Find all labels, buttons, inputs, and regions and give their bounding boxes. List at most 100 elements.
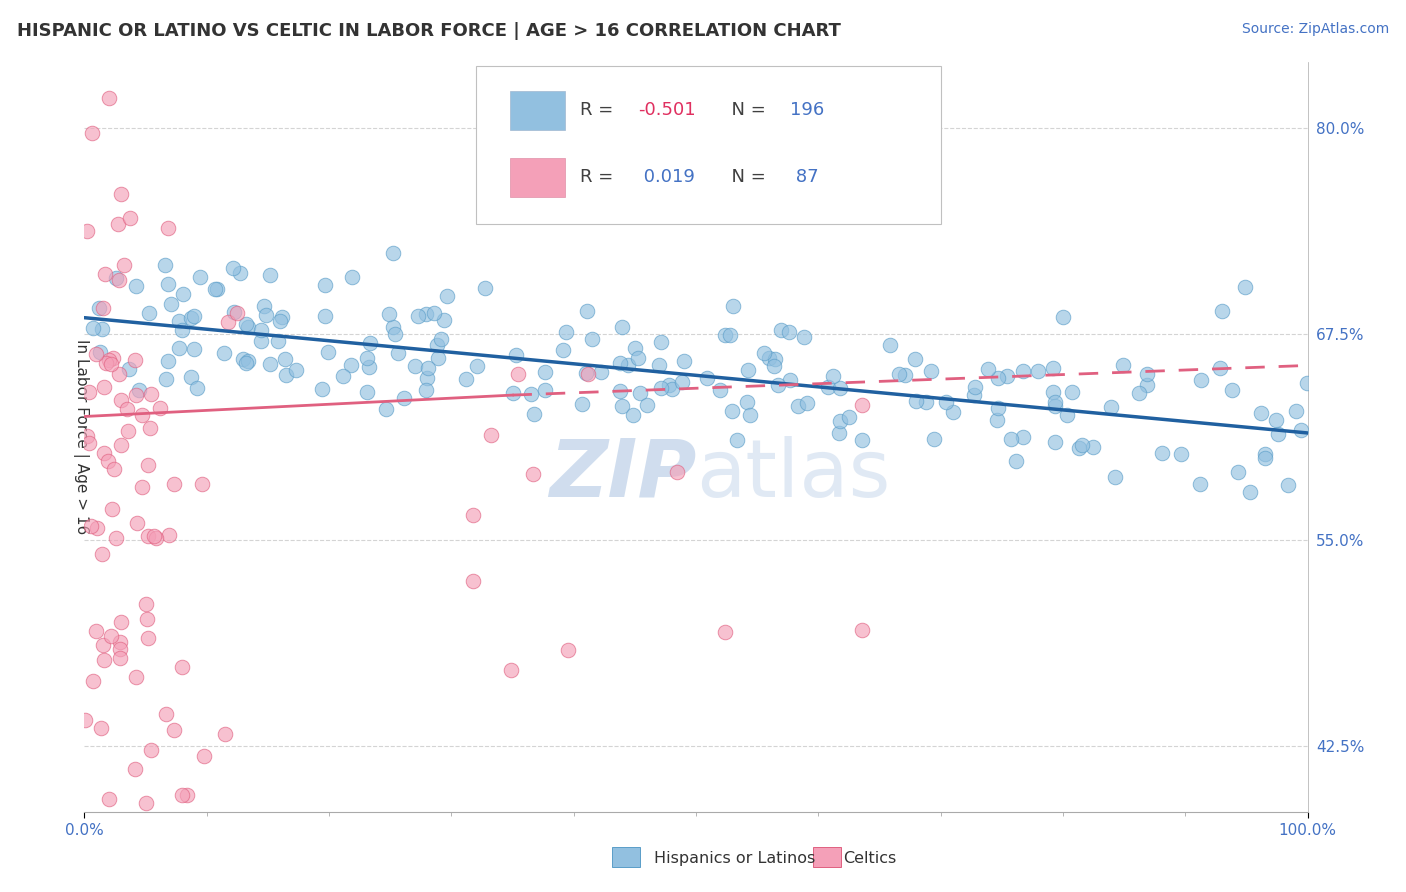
Point	[110, 615, 132, 629]
Point	[157, 354, 180, 368]
Point	[316, 344, 339, 359]
Point	[155, 258, 177, 272]
Point	[76, 429, 98, 443]
Point	[628, 385, 651, 400]
Point	[893, 368, 915, 382]
Point	[465, 359, 488, 373]
Point	[190, 269, 212, 284]
Point	[612, 399, 634, 413]
Point	[616, 358, 638, 372]
Point	[557, 643, 579, 657]
Point	[904, 351, 927, 366]
Point	[236, 319, 259, 334]
Point	[157, 221, 180, 235]
Point	[1052, 310, 1074, 324]
Point	[163, 476, 186, 491]
Point	[112, 258, 135, 272]
Point	[86, 521, 108, 535]
Point	[610, 320, 633, 334]
Point	[575, 366, 598, 380]
Point	[127, 516, 149, 530]
Point	[155, 707, 177, 722]
Point	[90, 321, 112, 335]
Point	[222, 304, 245, 318]
Point	[423, 306, 446, 320]
Point	[787, 399, 810, 413]
Point	[851, 434, 873, 448]
Point	[80, 519, 103, 533]
Point	[84, 347, 107, 361]
Point	[382, 320, 405, 334]
Point	[1265, 413, 1288, 427]
Text: R =: R =	[579, 168, 619, 186]
Point	[91, 301, 114, 315]
Point	[235, 317, 257, 331]
Point	[851, 398, 873, 412]
Point	[963, 388, 986, 402]
Point	[340, 358, 363, 372]
Point	[124, 762, 146, 776]
Point	[90, 547, 112, 561]
Point	[374, 401, 396, 416]
Point	[235, 356, 257, 370]
Point	[159, 528, 181, 542]
Point	[159, 297, 181, 311]
Point	[169, 342, 191, 356]
Point	[139, 387, 162, 401]
Text: N =: N =	[720, 168, 772, 186]
Point	[763, 359, 786, 373]
Point	[935, 394, 957, 409]
Point	[75, 713, 97, 727]
Point	[138, 306, 160, 320]
Point	[214, 727, 236, 741]
Point	[314, 310, 336, 324]
Point	[738, 408, 761, 422]
Point	[214, 346, 236, 360]
Point	[828, 414, 851, 428]
Point	[311, 382, 333, 396]
Point	[136, 529, 159, 543]
Point	[100, 629, 122, 643]
Point	[696, 371, 718, 385]
Point	[1239, 485, 1261, 500]
Point	[456, 372, 478, 386]
Point	[650, 380, 672, 394]
Point	[91, 638, 114, 652]
Point	[718, 328, 741, 343]
Point	[250, 334, 273, 349]
Point	[721, 299, 744, 313]
Point	[110, 438, 132, 452]
Point	[169, 314, 191, 328]
Point	[285, 363, 308, 377]
Point	[387, 346, 409, 360]
Point	[1227, 465, 1250, 479]
Point	[93, 446, 115, 460]
Point	[84, 624, 107, 639]
Point	[135, 597, 157, 611]
Point	[828, 426, 851, 441]
Point	[1056, 408, 1078, 422]
Point	[87, 301, 110, 315]
Point	[1222, 384, 1244, 398]
Point	[416, 371, 439, 385]
Point	[250, 323, 273, 337]
Bar	[612, 847, 640, 867]
Point	[879, 338, 901, 352]
Point	[942, 404, 965, 418]
Point	[1081, 440, 1104, 454]
Point	[505, 348, 527, 362]
Point	[621, 409, 644, 423]
Point	[1188, 476, 1211, 491]
Point	[523, 407, 546, 421]
Point	[922, 433, 945, 447]
Point	[93, 380, 115, 394]
Point	[378, 307, 401, 321]
Point	[108, 650, 131, 665]
Point	[136, 631, 159, 645]
Point	[920, 364, 942, 378]
Point	[1004, 454, 1026, 468]
Point	[830, 381, 852, 395]
Point	[779, 373, 801, 387]
Point	[105, 271, 128, 285]
Point	[176, 788, 198, 802]
